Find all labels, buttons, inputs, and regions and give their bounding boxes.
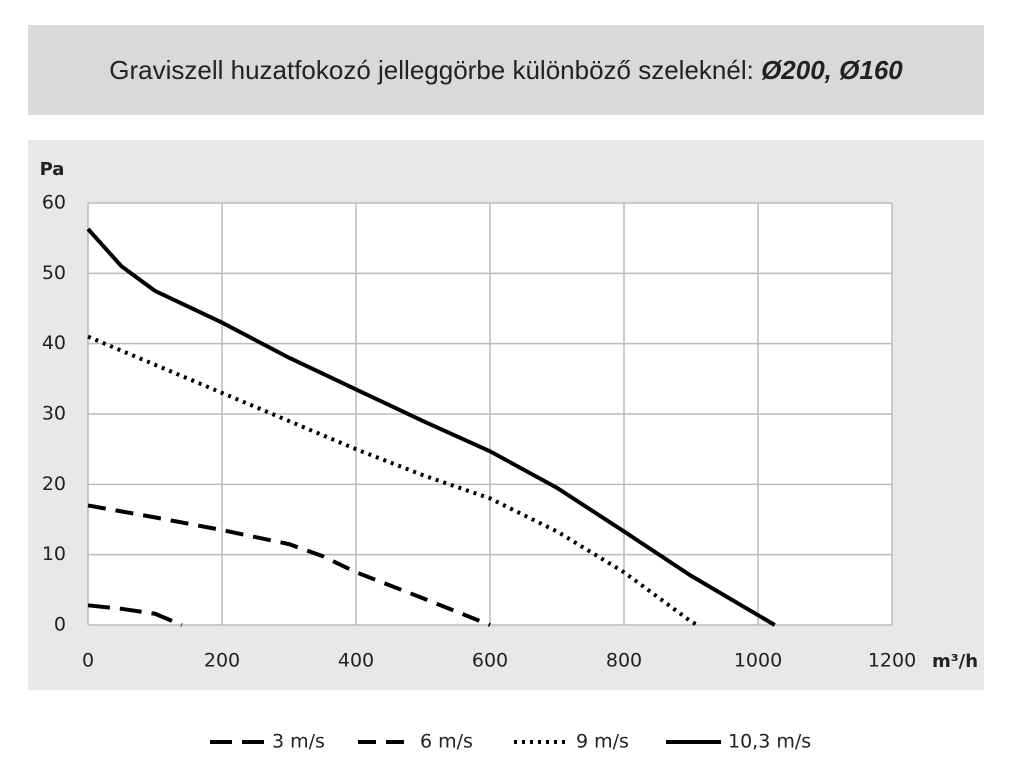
line-series (87, 503, 491, 627)
y-tick-label: 0 (54, 614, 66, 636)
y-tick-label: 30 (42, 403, 66, 425)
chart-title-group: Graviszell huzatfokozó jelleggörbe külön… (109, 55, 903, 85)
line-series (87, 334, 699, 627)
x-tick-label: 800 (606, 650, 642, 672)
y-axis-label: Pa (40, 159, 65, 180)
y-tick-label: 20 (42, 473, 66, 495)
x-tick-label: 1200 (868, 650, 916, 672)
x-tick-label: 200 (204, 650, 240, 672)
chart-title: Graviszell huzatfokozó jelleggörbe külön… (109, 55, 754, 85)
legend-label: 10,3 m/s (728, 731, 811, 753)
y-tick-label: 40 (42, 332, 66, 354)
legend-label: 3 m/s (272, 731, 325, 753)
x-tick-label: 1000 (734, 650, 782, 672)
y-tick-label: 50 (42, 262, 66, 284)
line-series (86, 227, 776, 627)
chart-title-highlight: Ø200, Ø160 (761, 55, 903, 85)
title-box (28, 25, 984, 115)
x-axis-label: m³/h (932, 651, 978, 672)
y-tick-label: 60 (42, 192, 66, 214)
x-tick-label: 600 (472, 650, 508, 672)
x-tick-label: 0 (82, 650, 94, 672)
legend-label: 9 m/s (576, 731, 629, 753)
line-series (87, 603, 183, 627)
y-tick-label: 10 (42, 543, 66, 565)
legend-label: 6 m/s (420, 731, 473, 753)
x-tick-label: 400 (338, 650, 374, 672)
